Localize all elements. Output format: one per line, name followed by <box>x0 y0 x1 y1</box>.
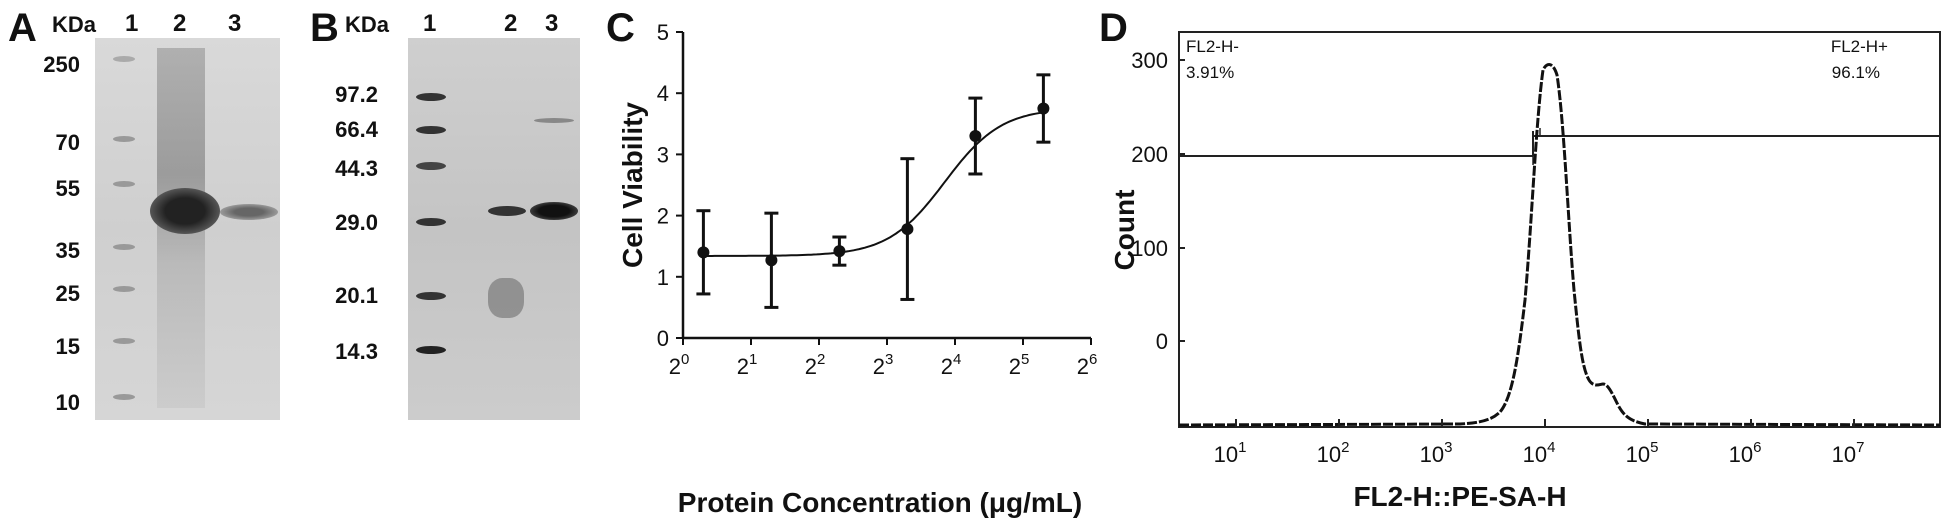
x-tick-label: 22 <box>805 351 826 379</box>
gate-left-pct: 3.91% <box>1186 63 1234 82</box>
marker-55: 55 <box>55 176 80 201</box>
marker-66-4: 66.4 <box>335 117 378 142</box>
ladder-band <box>113 338 135 344</box>
panel-b: B KDa 1 2 3 97.2 66.4 44.3 29.0 20.1 14.… <box>300 0 600 529</box>
ladder-band <box>416 292 446 300</box>
x-tick-label: 101 <box>1214 439 1247 467</box>
fit-curve <box>703 111 1044 257</box>
ladder-band <box>113 394 135 400</box>
y-tick-label: 2 <box>657 204 669 229</box>
marker-70: 70 <box>55 130 80 155</box>
marker-250: 250 <box>43 52 80 77</box>
y-tick-label: 1 <box>657 265 669 290</box>
x-tick-label: 26 <box>1077 351 1098 379</box>
ladder-band <box>113 181 135 187</box>
flow-histogram: Count FL2-H::PE-SA-H FL2-H- 3.91% FL2-H+… <box>1109 31 1941 512</box>
marker-29-0: 29.0 <box>335 210 378 235</box>
panel-label-d: D <box>1099 6 1128 50</box>
y-tick-label: 200 <box>1131 142 1168 167</box>
lane-label-2: 2 <box>173 10 187 37</box>
ladder-band <box>416 162 446 170</box>
x-tick-label: 104 <box>1523 439 1556 467</box>
data-point <box>1037 102 1050 115</box>
ladder-band <box>113 56 135 62</box>
marker-35: 35 <box>55 238 80 263</box>
panel-a: A KDa 1 2 3 250 70 55 35 25 15 10 <box>0 0 300 529</box>
histogram-curve <box>1178 63 1941 427</box>
panel-c: C Cell Viability Protein Concentration (… <box>600 0 1100 529</box>
lane2-main-band <box>150 188 220 234</box>
lane-label-1: 1 <box>125 10 139 37</box>
lane-label-1: 1 <box>423 10 437 37</box>
ladder-band <box>416 346 446 354</box>
lane-label-3: 3 <box>228 10 242 37</box>
panel-d: D Count FL2-H::PE-SA-H FL2-H- 3.91% FL2-… <box>1099 0 1950 529</box>
x-tick-label: 23 <box>873 351 894 379</box>
x-tick-label: 105 <box>1626 439 1659 467</box>
panel-label-c: C <box>606 6 635 50</box>
marker-10: 10 <box>55 390 80 415</box>
lane3-band <box>530 202 578 220</box>
gate-right-name: FL2-H+ <box>1831 37 1888 56</box>
panel-label-a: A <box>8 6 37 50</box>
x-axis-label: FL2-H::PE-SA-H <box>1353 481 1566 512</box>
marker-20-1: 20.1 <box>335 283 378 308</box>
x-tick-label: 107 <box>1832 439 1865 467</box>
gel-image-b <box>408 38 580 420</box>
ladder-band <box>113 136 135 142</box>
lane-label-2: 2 <box>504 10 518 37</box>
viability-chart: Cell Viability Protein Concentration (μg… <box>617 20 1098 518</box>
kda-unit-label: KDa <box>345 12 390 37</box>
x-axis-label: Protein Concentration (μg/mL) <box>678 487 1082 518</box>
x-tick-label: 24 <box>941 351 962 379</box>
x-tick-label: 103 <box>1420 439 1453 467</box>
ladder-band <box>113 244 135 250</box>
y-tick-label: 100 <box>1131 236 1168 261</box>
data-point <box>697 246 710 259</box>
data-point <box>969 130 982 143</box>
lane-label-3: 3 <box>545 10 559 37</box>
data-point <box>765 254 778 267</box>
data-point <box>833 245 846 258</box>
y-tick-label: 0 <box>1156 329 1168 354</box>
y-axis-label: Count <box>1109 190 1140 271</box>
lane3-faint-band <box>534 118 574 123</box>
x-tick-label: 20 <box>669 351 690 379</box>
marker-25: 25 <box>55 281 80 306</box>
lane2-band <box>488 206 526 216</box>
gate-left-name: FL2-H- <box>1186 37 1239 56</box>
panel-label-b: B <box>310 6 339 50</box>
marker-44-3: 44.3 <box>335 156 378 181</box>
plot-frame <box>1178 31 1941 428</box>
ladder-band <box>113 286 135 292</box>
y-tick-label: 0 <box>657 326 669 351</box>
ladder-band <box>416 126 446 134</box>
ladder-band <box>416 218 446 226</box>
x-tick-label: 106 <box>1729 439 1762 467</box>
marker-14-3: 14.3 <box>335 339 378 364</box>
gel-image-a <box>95 38 280 420</box>
x-tick-label: 102 <box>1317 439 1350 467</box>
x-tick-label: 25 <box>1009 351 1030 379</box>
lane3-band <box>220 204 278 220</box>
gate-right-pct: 96.1% <box>1832 63 1880 82</box>
y-tick-label: 3 <box>657 142 669 167</box>
ladder-band <box>416 93 446 101</box>
y-tick-label: 5 <box>657 20 669 45</box>
y-tick-label: 300 <box>1131 48 1168 73</box>
marker-15: 15 <box>55 334 80 359</box>
y-axis-label: Cell Viability <box>617 102 648 268</box>
y-tick-label: 4 <box>657 81 669 106</box>
kda-unit-label: KDa <box>52 12 97 37</box>
data-point <box>901 223 914 236</box>
marker-97-2: 97.2 <box>335 82 378 107</box>
x-tick-label: 21 <box>737 351 758 379</box>
lane2-smear <box>488 278 524 318</box>
